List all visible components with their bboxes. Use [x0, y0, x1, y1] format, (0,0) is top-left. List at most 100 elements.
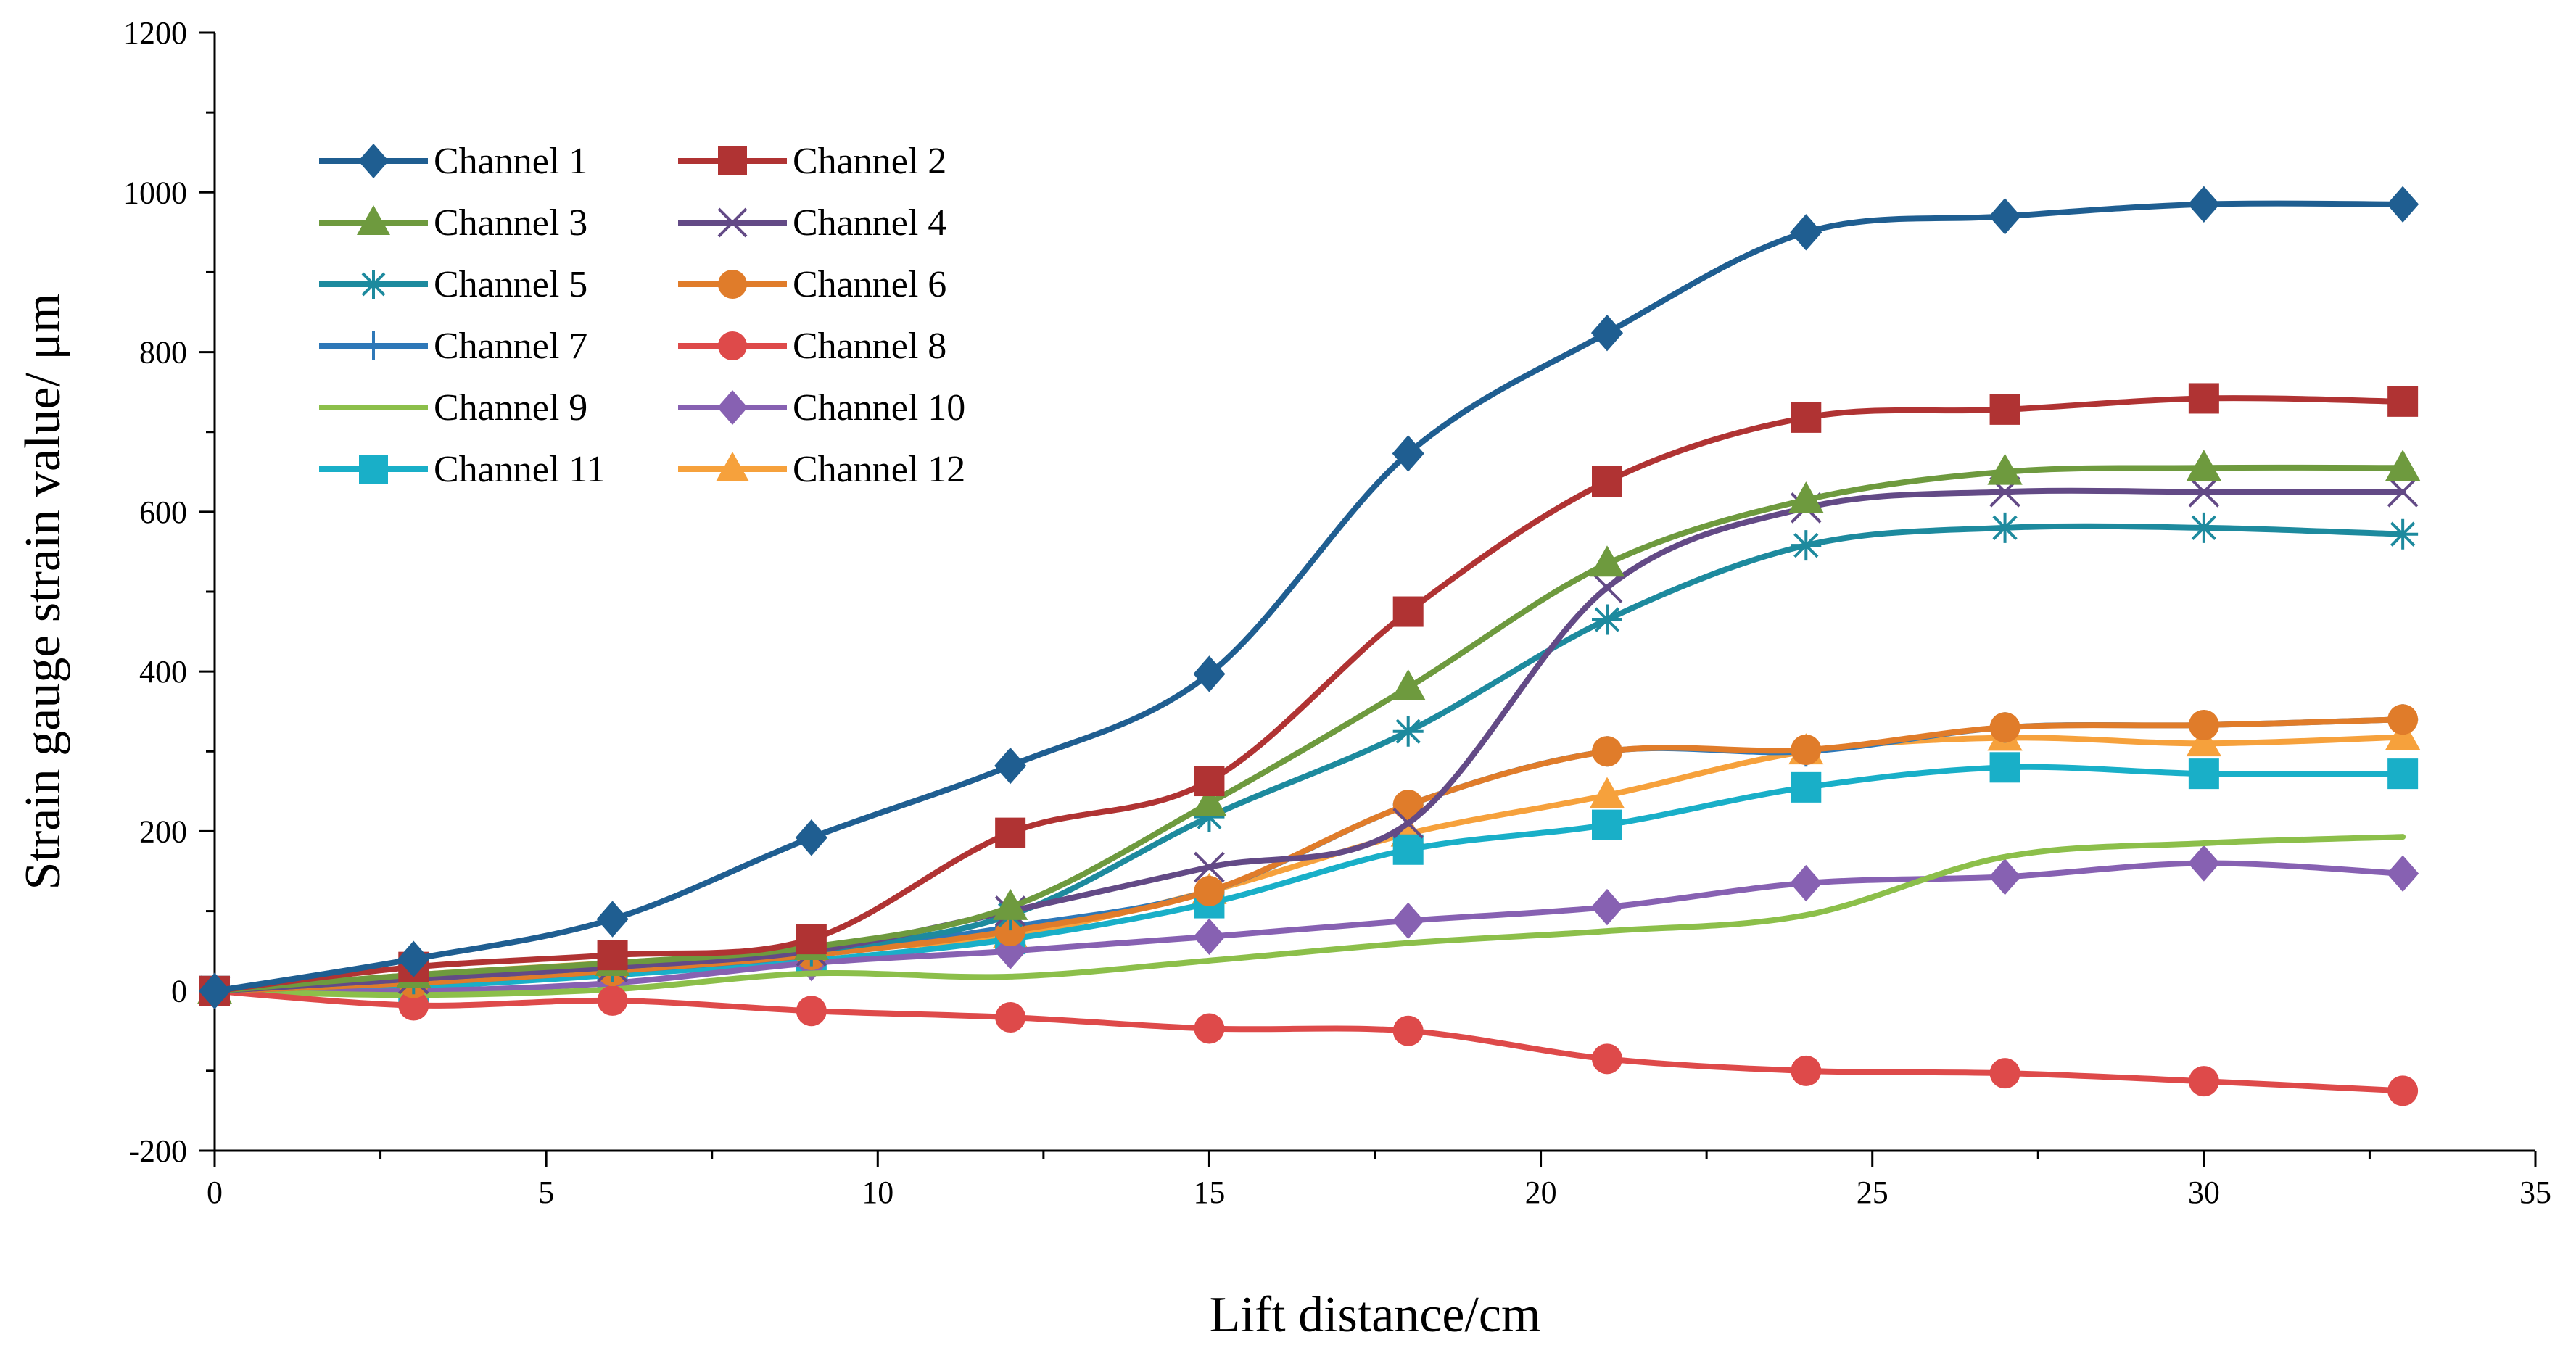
data-point — [1192, 785, 1227, 816]
data-point — [398, 990, 429, 1021]
data-point — [1791, 735, 1822, 766]
series-9 — [212, 834, 2406, 998]
data-point — [2186, 450, 2222, 481]
data-point — [995, 817, 1026, 848]
data-point — [1790, 864, 1822, 902]
data-point — [2188, 758, 2219, 790]
data-point — [1989, 512, 2020, 543]
x-axis-title: Lift distance/cm — [1210, 1287, 1541, 1343]
legend-swatch-marker — [359, 455, 388, 484]
y-tick-label: 1200 — [123, 15, 187, 51]
data-point — [2387, 1075, 2419, 1106]
data-point — [1592, 604, 1622, 635]
legend-swatch-marker — [717, 390, 748, 425]
data-point — [2387, 518, 2419, 550]
data-point — [1392, 902, 1424, 939]
data-point — [2385, 450, 2421, 481]
legend-swatch-marker — [718, 146, 747, 175]
legend-item: Channel 2 — [678, 141, 946, 182]
x-tick-label: 30 — [2188, 1175, 2220, 1210]
data-point — [1592, 1043, 1622, 1075]
legend-label: Channel 5 — [434, 264, 587, 305]
series-8 — [199, 975, 2419, 1106]
legend-item: Channel 4 — [678, 202, 946, 244]
data-point — [1392, 596, 1424, 627]
data-point — [796, 924, 827, 955]
legend-label: Channel 1 — [434, 141, 587, 182]
x-tick-label: 15 — [1193, 1175, 1225, 1210]
data-point — [1989, 1058, 2020, 1089]
data-point — [1193, 918, 1226, 956]
data-point — [1590, 888, 1624, 926]
legend-swatch-marker — [359, 270, 388, 299]
data-point — [1788, 481, 1824, 513]
data-point — [995, 1002, 1026, 1033]
data-point — [1989, 394, 2020, 425]
x-tick-label: 25 — [1857, 1175, 1888, 1210]
data-point — [1791, 1055, 1822, 1086]
series-5 — [199, 512, 2419, 1006]
legend-label: Channel 11 — [434, 449, 605, 490]
series-layer — [197, 186, 2421, 1106]
series-line — [212, 988, 2406, 1094]
legend-swatch-marker — [718, 331, 747, 360]
data-point — [2387, 855, 2419, 893]
data-point — [198, 972, 231, 1009]
data-point — [1592, 466, 1622, 497]
data-point — [1791, 530, 1822, 561]
series-1 — [198, 186, 2419, 1009]
data-point — [1392, 716, 1424, 747]
series-line — [212, 764, 2406, 994]
data-point — [1790, 214, 1822, 251]
data-point — [2188, 709, 2219, 740]
legend: Channel 1 Channel 2 Channel 3 Channel 4 Chan… — [319, 141, 965, 490]
legend-label: Channel 9 — [434, 387, 587, 429]
data-point — [597, 940, 628, 971]
axes: 0 5 10 15 20 25 30 35 -200 0 200 400 600 800 1000 1200 — [123, 15, 2551, 1210]
data-point — [1392, 808, 1424, 839]
data-point — [2387, 386, 2419, 417]
data-point — [1392, 834, 1424, 865]
y-tick-label: 1000 — [123, 175, 187, 210]
legend-item: Channel 1 — [319, 141, 587, 182]
legend-item: Channel 6 — [678, 264, 946, 305]
legend-label: Channel 3 — [434, 202, 587, 244]
legend-item: Channel 7 — [319, 326, 587, 367]
data-point — [1989, 752, 2020, 783]
data-point — [1194, 801, 1225, 832]
legend-swatch-marker — [716, 452, 749, 481]
data-point — [1193, 655, 1226, 692]
legend-swatch-marker — [717, 207, 748, 238]
y-tick-label: -200 — [128, 1133, 187, 1169]
series-line — [212, 834, 2406, 998]
data-point — [2186, 725, 2222, 757]
legend-label: Channel 8 — [793, 326, 946, 367]
legend-swatch-marker — [357, 205, 390, 235]
legend-label: Channel 10 — [793, 387, 965, 429]
data-point — [1989, 712, 2020, 743]
data-point — [1592, 809, 1622, 840]
data-point — [992, 888, 1028, 920]
data-point — [597, 985, 628, 1016]
data-point — [2387, 476, 2419, 508]
data-point — [1194, 766, 1225, 797]
series-line — [212, 716, 2406, 994]
data-point — [596, 901, 629, 938]
data-point — [2188, 476, 2220, 508]
series-line — [212, 523, 2406, 994]
data-point — [795, 819, 827, 856]
data-point — [2188, 1066, 2219, 1097]
series-10 — [198, 845, 2419, 1009]
data-point — [1390, 669, 1426, 701]
legend-item: Channel 11 — [319, 449, 605, 490]
data-point — [1589, 545, 1625, 577]
data-point — [1591, 572, 1623, 603]
y-tick-label: 800 — [139, 335, 187, 371]
data-point — [796, 996, 827, 1027]
data-point — [397, 940, 430, 977]
legend-item: Channel 9 — [319, 387, 587, 429]
data-point — [1592, 736, 1622, 767]
data-point — [1791, 402, 1822, 433]
data-point — [1194, 851, 1225, 883]
